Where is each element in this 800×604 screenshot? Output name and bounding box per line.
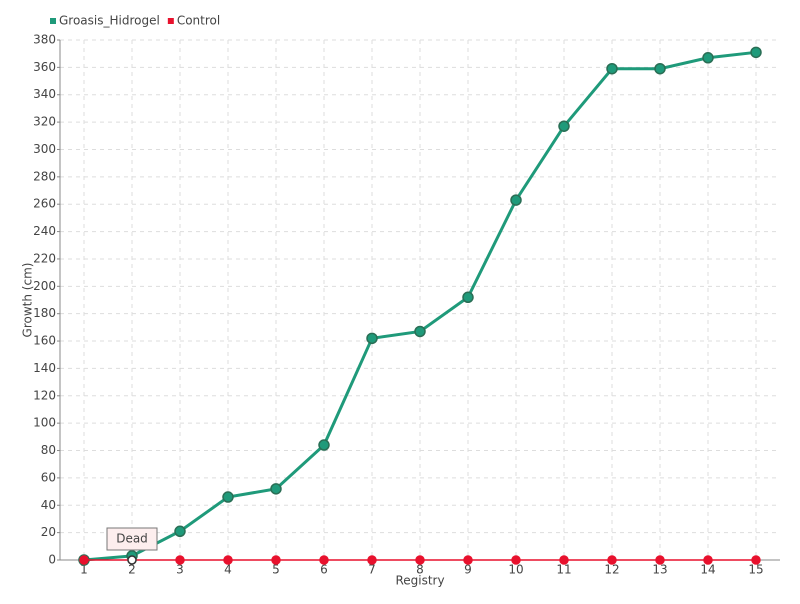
y-axis-title: Growth (cm) (21, 263, 35, 338)
data-point (127, 555, 137, 565)
x-tick-label: 5 (272, 563, 280, 577)
x-tick-label: 9 (464, 563, 472, 577)
legend-marker (167, 18, 174, 24)
x-axis-title: Registry (395, 574, 444, 588)
x-tick-label: 14 (700, 563, 715, 577)
data-point (415, 555, 425, 565)
y-tick-label: 80 (41, 443, 56, 457)
data-point (511, 555, 521, 565)
x-tick-label: 10 (508, 563, 523, 577)
y-tick-label: 180 (33, 306, 56, 320)
legend-label: Control (177, 14, 220, 28)
y-tick-label: 120 (33, 388, 56, 402)
data-point (751, 555, 761, 565)
x-tick-label: 2 (128, 563, 136, 577)
data-point (655, 555, 665, 565)
data-point (223, 555, 233, 565)
data-point (559, 555, 569, 565)
data-point (367, 555, 377, 565)
legend-label: Groasis_Hidrogel (59, 14, 160, 28)
y-tick-label: 320 (33, 115, 56, 129)
y-tick-label: 380 (33, 33, 56, 47)
data-point (174, 525, 186, 538)
data-point (702, 52, 714, 64)
data-point (654, 62, 666, 75)
data-point (703, 555, 713, 565)
y-tick-label: 20 (41, 525, 56, 539)
data-point (271, 555, 281, 565)
annotation-box (106, 527, 158, 551)
y-tick-label: 0 (48, 553, 56, 567)
x-tick-label: 4 (224, 563, 232, 577)
y-tick-label: 340 (33, 87, 56, 101)
data-point (510, 194, 522, 206)
x-tick-label: 3 (176, 563, 184, 577)
y-tick-label: 60 (41, 470, 56, 484)
y-tick-label: 360 (33, 60, 56, 74)
x-tick-label: 13 (652, 563, 667, 577)
x-tick-label: 7 (368, 563, 376, 577)
data-point (414, 325, 426, 338)
x-tick-label: 12 (604, 563, 619, 577)
x-tick-label: 11 (556, 563, 571, 577)
annotation: Dead (116, 532, 148, 546)
y-tick-label: 160 (33, 334, 56, 348)
data-point (319, 555, 329, 565)
y-tick-label: 140 (33, 361, 56, 375)
data-point (366, 332, 378, 345)
data-point (318, 439, 330, 451)
y-tick-label: 260 (33, 197, 56, 211)
data-point (606, 62, 618, 75)
data-point (607, 555, 617, 565)
y-tick-label: 200 (33, 279, 56, 293)
data-point (79, 555, 89, 565)
x-tick-label: 15 (748, 563, 763, 577)
x-tick-label: 8 (416, 563, 424, 577)
legend-marker (50, 18, 56, 24)
x-tick-label: 6 (320, 563, 328, 577)
y-tick-label: 280 (33, 169, 56, 183)
data-point (558, 120, 570, 132)
data-point (270, 483, 282, 495)
x-tick-label: 1 (80, 563, 88, 577)
data-point (463, 555, 473, 565)
data-point (222, 491, 234, 503)
data-point (462, 291, 474, 304)
y-tick-label: 240 (33, 224, 56, 238)
y-tick-label: 300 (33, 142, 56, 156)
data-point (175, 555, 185, 565)
data-point (750, 46, 762, 59)
y-tick-label: 220 (33, 251, 56, 265)
y-tick-label: 40 (41, 498, 56, 512)
y-tick-label: 100 (33, 416, 56, 430)
